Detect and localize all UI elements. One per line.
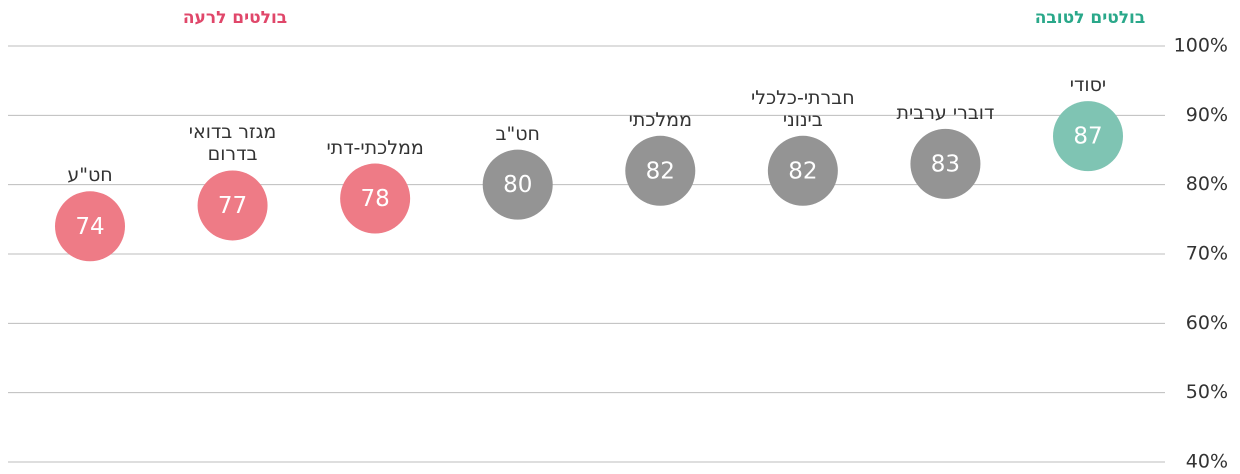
y-tick-label: 100% (1174, 35, 1228, 57)
dot (1053, 101, 1123, 172)
value-label: 87 (1073, 124, 1102, 150)
dot (340, 163, 411, 234)
category-label: דוברי ערבית (896, 101, 995, 124)
category-label: חט"ב (495, 122, 540, 145)
y-tick-label: 50% (1186, 381, 1228, 403)
value-label: 77 (218, 193, 247, 219)
dot (767, 135, 838, 206)
dot (197, 170, 268, 241)
dot (625, 135, 696, 206)
category-label: יסודי (1069, 74, 1107, 97)
category-label: חברתי-כלכלי בינוני (751, 86, 855, 131)
category-label: חט"ע (67, 164, 113, 187)
value-label: 74 (75, 214, 104, 240)
y-tick-label: 70% (1186, 243, 1228, 265)
y-tick-label: 60% (1186, 312, 1228, 334)
category-label: מגזר בדואי בדרום (188, 121, 277, 166)
y-tick-label: 40% (1186, 451, 1228, 473)
value-label: 78 (361, 186, 390, 212)
annotation: בולטים לרעה (182, 8, 288, 28)
value-label: 83 (931, 151, 960, 177)
dot (55, 191, 125, 262)
value-label: 80 (503, 172, 532, 198)
category-label: ממלכתי (628, 108, 692, 131)
value-label: 82 (646, 158, 675, 184)
value-label: 82 (788, 158, 817, 184)
annotation: בולטים לטובה (1034, 8, 1146, 28)
category-label: ממלכתי-דתי (326, 136, 424, 159)
y-tick-label: 90% (1186, 104, 1228, 126)
y-tick-label: 80% (1186, 173, 1228, 195)
dot (482, 149, 553, 220)
dot (910, 128, 981, 199)
